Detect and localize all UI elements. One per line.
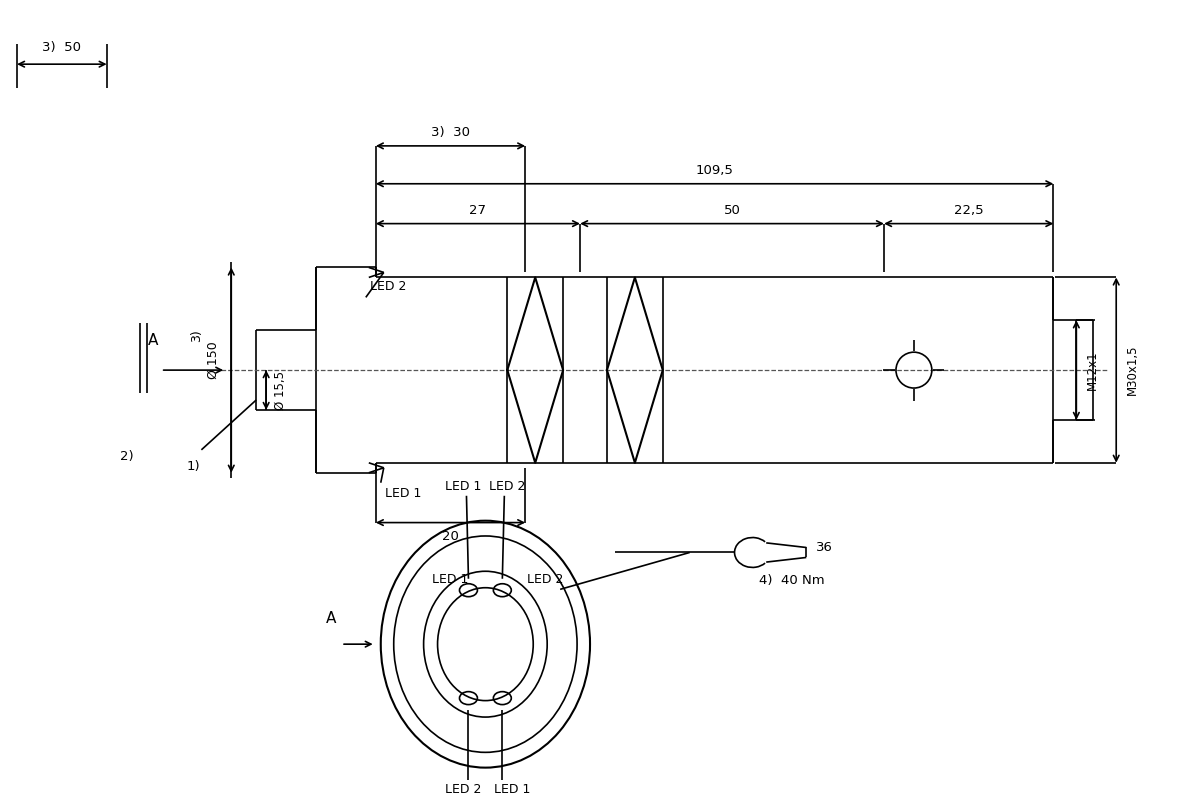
Text: LED 1: LED 1 <box>445 480 481 493</box>
Text: LED 1: LED 1 <box>494 782 530 795</box>
Text: 109,5: 109,5 <box>696 163 733 177</box>
Text: M12x1: M12x1 <box>1086 350 1099 390</box>
Text: LED 2: LED 2 <box>527 573 563 586</box>
Text: 20: 20 <box>442 530 458 543</box>
Text: LED 2: LED 2 <box>370 280 406 293</box>
Text: 27: 27 <box>469 204 486 217</box>
Text: LED 1: LED 1 <box>432 573 469 586</box>
Text: 2): 2) <box>120 450 133 463</box>
Text: 1): 1) <box>186 460 200 473</box>
Text: 22,5: 22,5 <box>954 204 984 217</box>
Text: 4)  40 Nm: 4) 40 Nm <box>760 574 826 587</box>
Text: 3)  30: 3) 30 <box>431 126 470 139</box>
Text: Ø 15,5: Ø 15,5 <box>274 370 287 410</box>
Text: M30x1,5: M30x1,5 <box>1126 345 1139 395</box>
Text: LED 2: LED 2 <box>445 782 481 795</box>
Text: LED 2: LED 2 <box>490 480 526 493</box>
Text: LED 1: LED 1 <box>385 487 421 500</box>
Text: A: A <box>149 333 158 349</box>
Text: 3)  50: 3) 50 <box>42 41 82 54</box>
Text: A: A <box>325 611 336 626</box>
Text: 36: 36 <box>816 541 833 554</box>
Text: Ø 150: Ø 150 <box>206 341 220 379</box>
Text: 3): 3) <box>191 329 203 341</box>
Text: 50: 50 <box>724 204 740 217</box>
